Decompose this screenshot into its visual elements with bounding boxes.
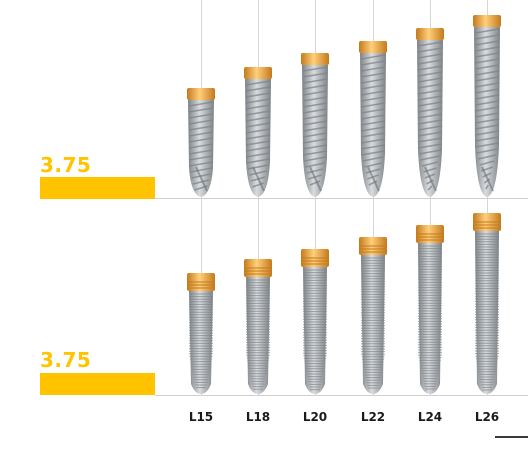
tapered-implant [301,53,329,197]
diameter-bar [40,373,155,395]
guide-line [430,0,431,395]
length-label: L15 [188,410,214,424]
diameter-label: 3.75 [40,153,92,177]
row-baseline [155,395,528,396]
diameter-bar [40,177,155,199]
guide-line [373,0,374,395]
conical-implant [416,225,444,394]
guide-line [487,0,488,395]
guide-line [315,0,316,395]
tapered-implant [473,15,501,197]
length-label: L24 [417,410,443,424]
guide-line [258,0,259,395]
length-label: L22 [360,410,386,424]
row-baseline [155,198,528,199]
length-label: L26 [474,410,500,424]
length-label: L18 [245,410,271,424]
tapered-implant [187,88,215,197]
guide-line [201,0,202,395]
length-label: L20 [302,410,328,424]
conical-implant [244,259,272,394]
tapered-implant [359,41,387,197]
conical-implant [359,237,387,394]
conical-implant [187,273,215,394]
conical-implant [473,213,501,394]
footer-rule [495,436,528,438]
tapered-implant [244,67,272,197]
tapered-implant [416,28,444,197]
conical-implant [301,249,329,394]
diameter-label: 3.75 [40,348,92,372]
